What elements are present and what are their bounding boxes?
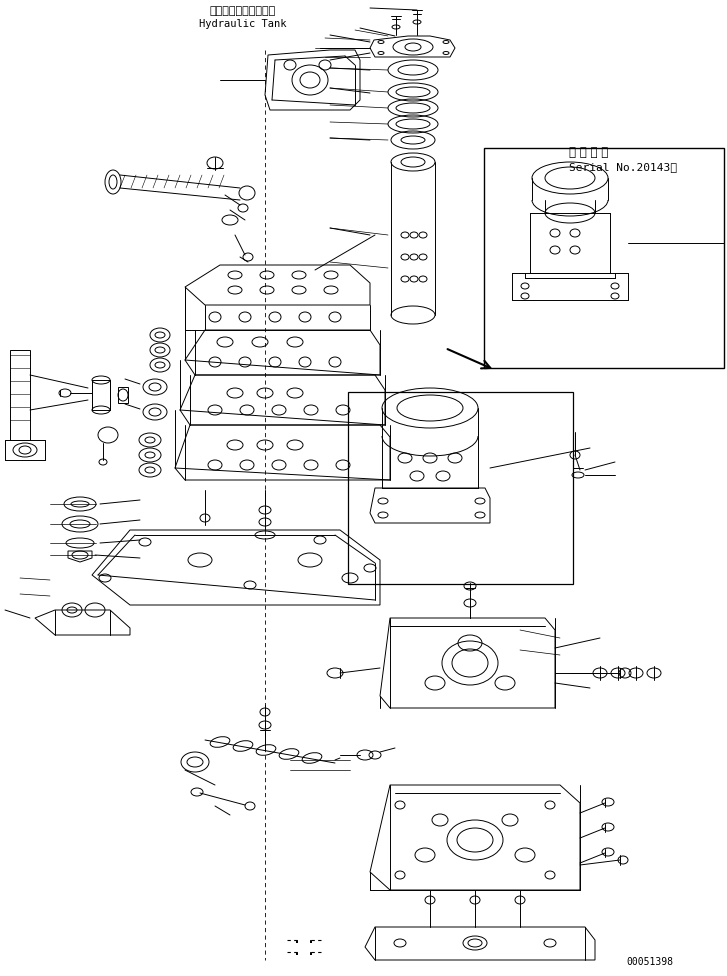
Bar [118,387,128,403]
Bar [92,380,110,410]
Text: Hydraulic Tank: Hydraulic Tank [199,19,286,29]
Text: Serial No.20143～: Serial No.20143～ [569,162,677,172]
Text: .: . [306,929,316,947]
Text: 00051398: 00051398 [627,957,673,967]
Text: .: . [292,941,302,959]
Bar [484,148,724,368]
Bar [348,392,573,584]
Text: ハイドロリックタンク: ハイドロリックタンク [210,6,276,16]
Bar [10,350,30,440]
Text: .: . [292,929,302,947]
Text: 適 用 号 機: 適 用 号 機 [569,145,608,158]
Text: .: . [306,941,316,959]
